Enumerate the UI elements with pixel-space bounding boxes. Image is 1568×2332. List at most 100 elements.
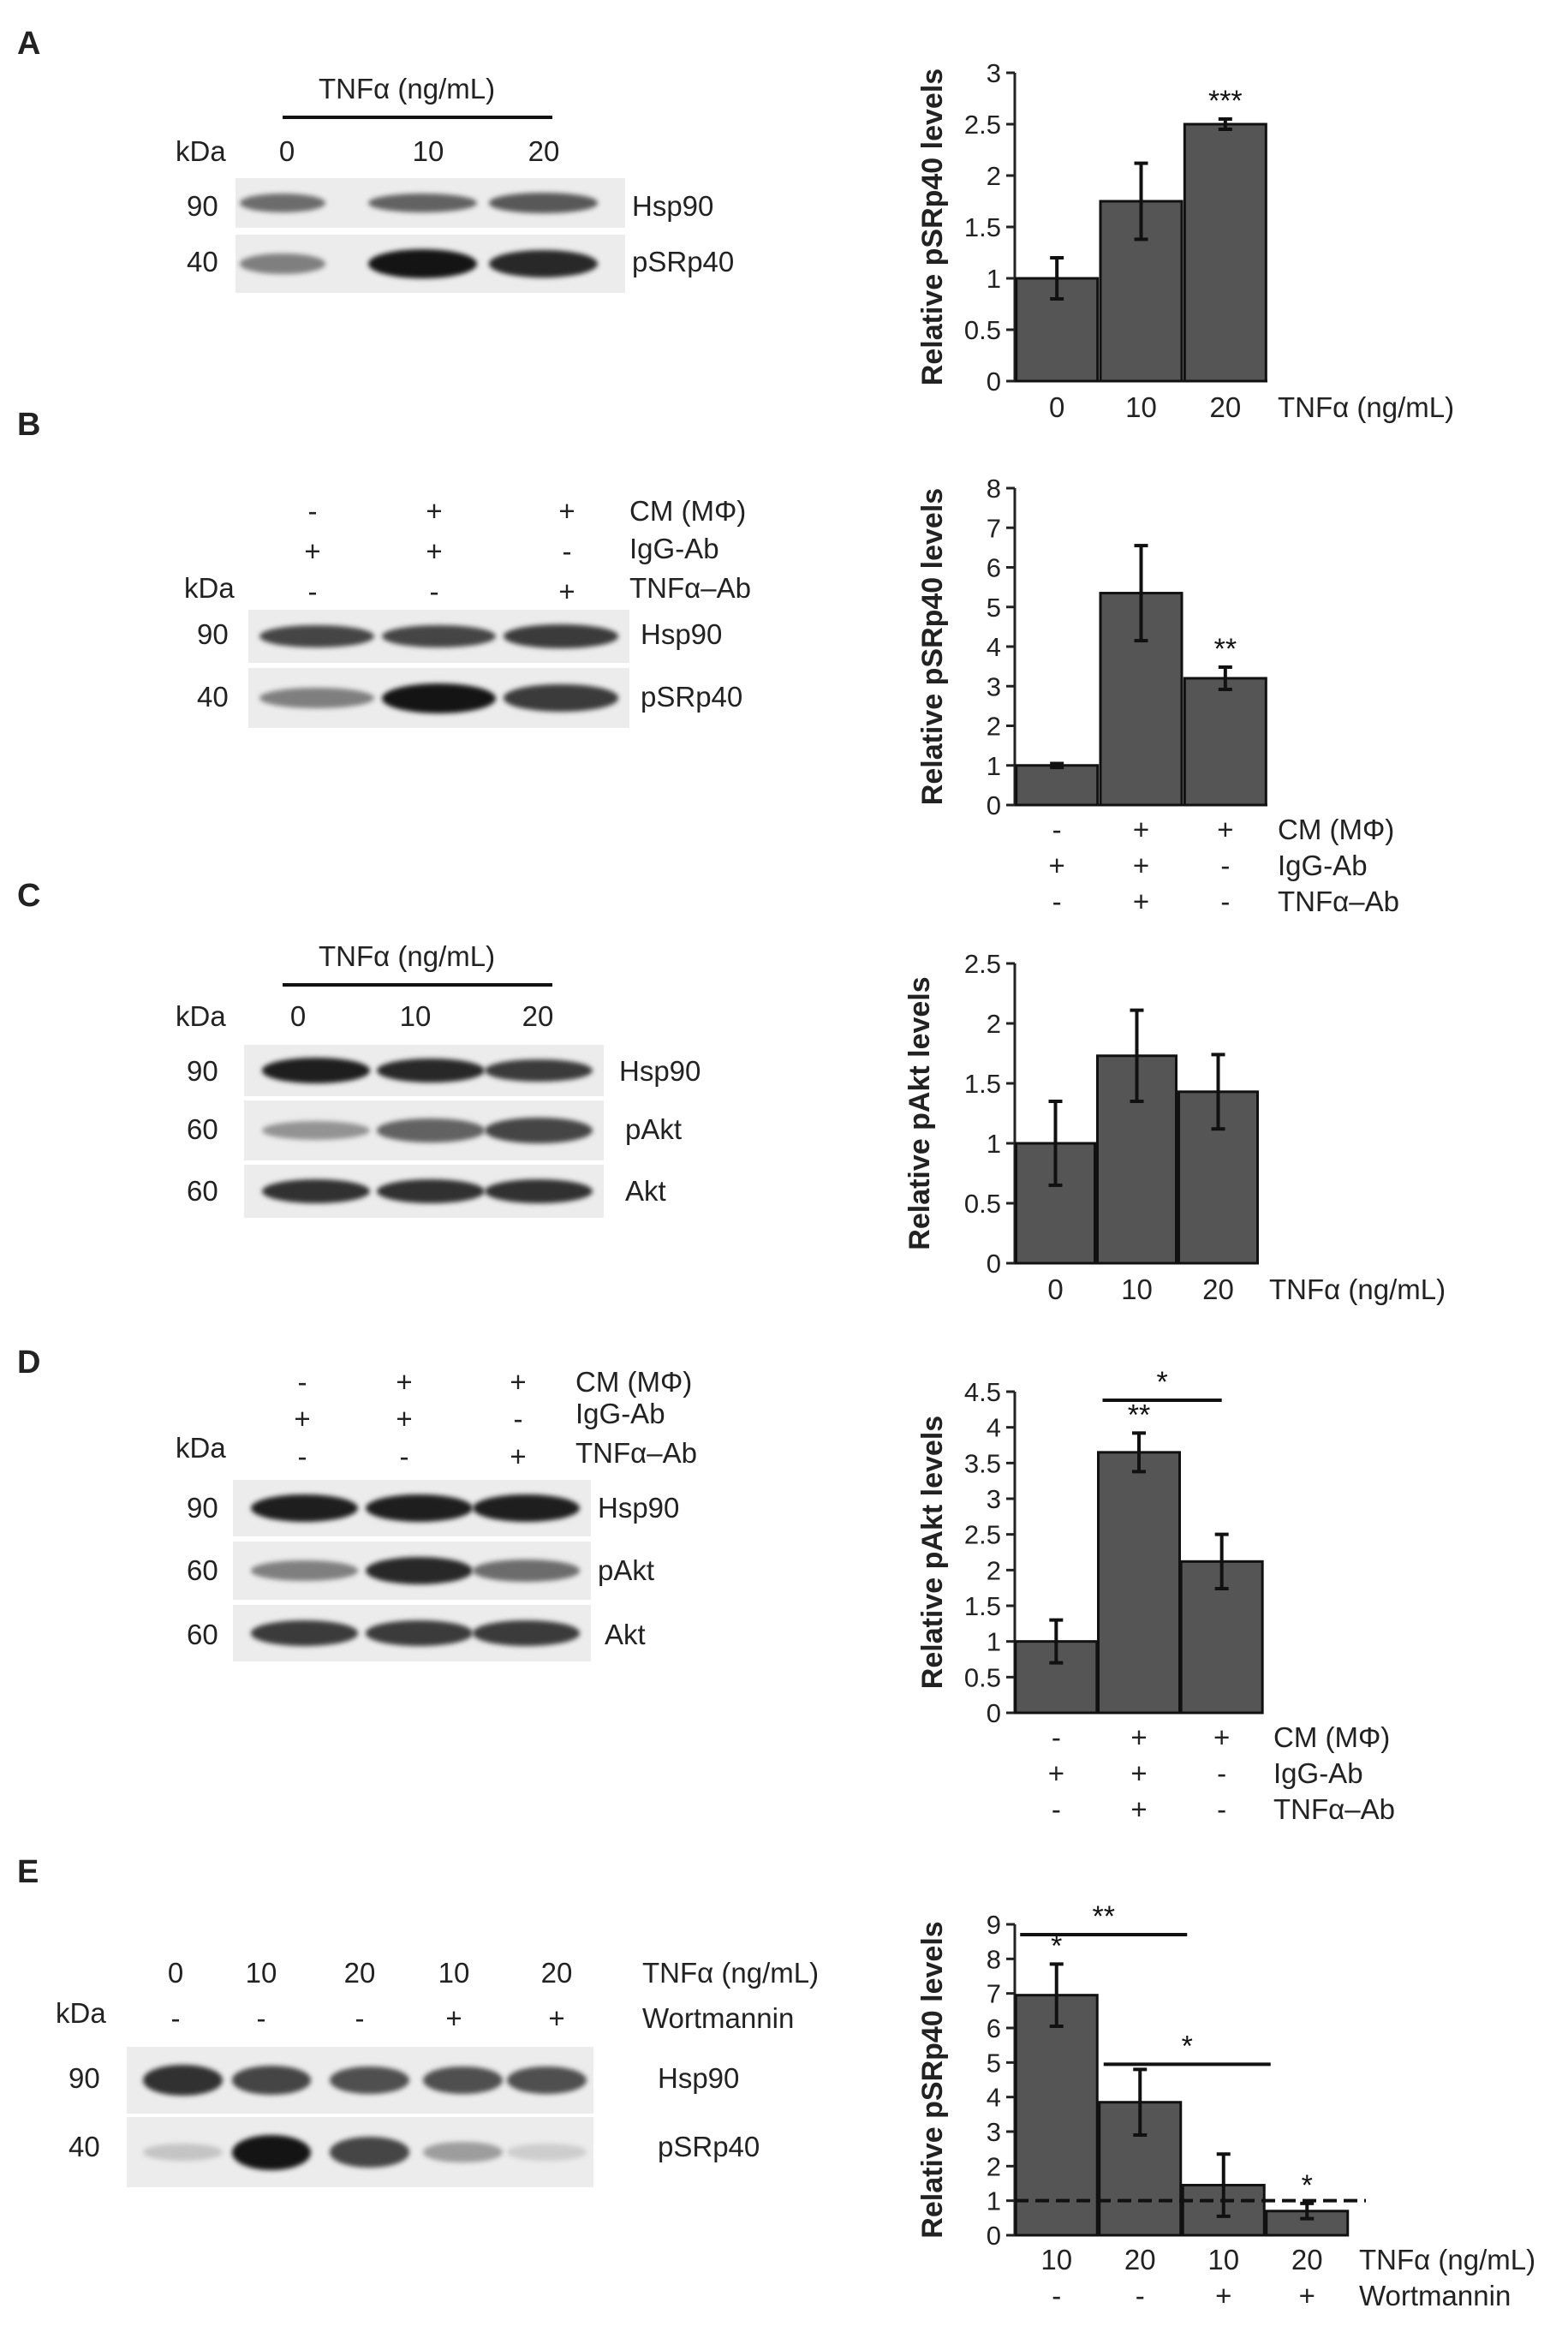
blot-d-mw-1: 60 [187,1554,218,1586]
blot-e-cond-1-name: Wortmannin [642,2002,795,2034]
blot-b-cond-0-name: CM (MΦ) [629,495,747,527]
chart-d-condition-value: - [1217,1793,1226,1825]
chart-e-ytick-label: 5 [987,2048,1001,2078]
panel-label-e: E [17,1854,39,1890]
chart-d-condition-value: + [1048,1757,1064,1789]
blot-e-band-0-4 [507,2066,587,2095]
chart-e-condition-value: 20 [1124,2244,1156,2275]
chart-b-condition-value: + [1133,886,1149,917]
blot-d-strip-2 [233,1605,591,1661]
chart-e-ytick-label: 0 [987,2221,1001,2251]
blot-e-strip-1 [127,2117,593,2187]
chart-c-ytick-label: 2 [987,1009,1001,1039]
chart-b-condition-value: + [1133,814,1149,845]
chart-d-ytick-label: 0.5 [964,1662,1001,1692]
blot-e-cond-1-2: - [355,2002,365,2034]
chart-a-ylabel: Relative pSRp40 levels [916,69,949,385]
blot-b-band-0-0 [259,624,374,648]
chart-c-xtick-label: 10 [1121,1273,1153,1305]
blot-a-lane-2: 20 [528,135,560,167]
blot-b-cond-0-1: + [426,495,443,527]
chart-e-condition-value: - [1052,2280,1061,2311]
chart-b-ytick-label: 8 [987,474,1001,504]
chart-d-condition-value: + [1130,1793,1147,1825]
chart-a-ytick-label: 0.5 [964,315,1001,345]
chart-a-significance: *** [1208,85,1243,117]
blot-e-cond-1-3: + [445,2002,462,2034]
chart-d-ytick-label: 1 [987,1627,1001,1657]
chart-a-ytick-label: 1.5 [964,212,1001,242]
blot-e-band-1-4 [507,2144,587,2161]
chart-d-ytick-label: 4.5 [964,1377,1001,1407]
chart-a-xtick-label: 20 [1209,391,1241,423]
blot-e-band-0-1 [231,2066,312,2095]
blot-d-band-1-2 [473,1560,581,1582]
chart-d-condition-value: - [1052,1793,1061,1825]
blot-b-band-0-2 [504,624,618,648]
blot-e-cond-0-4: 20 [540,1957,573,1989]
blot-e-protein-0: Hsp90 [658,2062,740,2094]
chart-d-condition-value: - [1052,1721,1061,1753]
chart-e-ytick-label: 2 [987,2151,1001,2181]
blot-e-band-1-3 [423,2141,503,2163]
blot-d-protein-1: pAkt [598,1554,655,1586]
blot-e-cond-0-2: 20 [343,1957,376,1989]
chart-b-condition-value: + [1049,850,1065,881]
blot-e-band-1-0 [143,2143,223,2162]
blot-c-band-2-2 [485,1178,593,1204]
chart-c-ytick-label: 0 [987,1249,1001,1279]
blot-a-band-1-2 [488,249,599,278]
chart-d-condition-name: IgG-Ab [1273,1757,1363,1789]
chart-d-ytick-label: 1.5 [964,1591,1001,1621]
blot-a-mw-0: 90 [187,190,218,222]
blot-d-protein-0: Hsp90 [598,1492,680,1524]
blot-c-band-2-0 [262,1178,370,1204]
blot-a-band-0-2 [488,193,599,213]
blot-a-band-1-0 [239,253,325,274]
chart-b-condition-value: - [1052,814,1062,845]
chart-c-xtick-label: 20 [1202,1273,1234,1305]
blot-a-band-1-1 [367,249,478,278]
blot-c-strip-0 [244,1045,604,1096]
blot-d-cond-1-1: + [396,1403,413,1434]
blot-a-header-line [283,116,552,119]
panel-label-d: D [17,1345,41,1381]
chart-c-ylabel: Relative pAkt levels [903,976,936,1249]
chart-e-condition-name: TNFα (ng/mL) [1359,2244,1535,2275]
chart-b-condition-name: TNFα–Ab [1278,886,1399,917]
chart-d-condition-value: + [1213,1721,1230,1753]
blot-e-band-0-2 [330,2066,409,2095]
panel-label-b: B [17,407,41,443]
blot-b-cond-2-0: - [307,576,318,607]
chart-e-condition-value: 10 [1040,2244,1072,2275]
chart-c-ytick-label: 2.5 [964,949,1001,979]
blot-c-band-2-1 [377,1178,486,1204]
blot-b-band-0-1 [381,624,497,648]
chart-e-ytick-label: 7 [987,1979,1001,2009]
chart-b-bar [1183,677,1267,807]
blot-c-band-0-0 [262,1058,370,1083]
blot-a-protein-0: Hsp90 [632,190,714,222]
blot-b-protein-0: Hsp90 [641,618,723,650]
chart-a-bar [1183,122,1267,383]
chart-c-xtick-label: 0 [1047,1273,1063,1305]
blot-b-cond-2-name: TNFα–Ab [629,572,751,604]
chart-c-ytick-label: 1 [987,1129,1001,1159]
blot-d-band-2-2 [473,1620,581,1646]
chart-c-ytick-label: 1.5 [964,1069,1001,1099]
blot-d-mw-2: 60 [187,1619,218,1650]
chart-e-ytick-label: 9 [987,1910,1001,1940]
chart-a-xtick-label: 0 [1049,391,1064,423]
blot-e-cond-0-0: 0 [167,1957,184,1989]
chart-e-ylabel: Relative pSRp40 levels [916,1921,949,2238]
blot-c-lane-2: 20 [522,1000,554,1032]
blot-d-cond-2-0: - [297,1440,307,1472]
chart-e-bar [1014,1994,1099,2237]
blot-d-band-2-0 [250,1620,359,1646]
chart-b-condition-value: - [1220,850,1230,881]
blot-c-header-line [283,983,552,987]
chart-b-ytick-label: 7 [987,513,1001,543]
chart-a-ytick-label: 1 [987,264,1001,294]
chart-c-ytick-label: 0.5 [964,1189,1001,1219]
